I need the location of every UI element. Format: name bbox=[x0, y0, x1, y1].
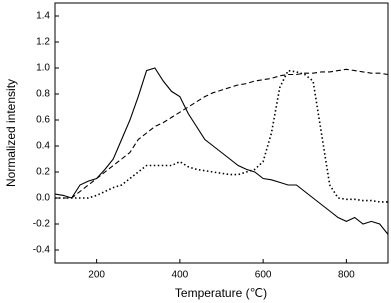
y-tick-label: 0.6 bbox=[36, 115, 50, 126]
y-tick-label: 1.0 bbox=[36, 63, 50, 74]
series-line bbox=[55, 68, 389, 199]
x-tick-label: 400 bbox=[172, 270, 189, 281]
series-line bbox=[55, 69, 388, 203]
y-tick-label: -0.2 bbox=[33, 219, 51, 230]
x-axis-label: Temperature (℃) bbox=[175, 286, 267, 300]
y-tick-label: 0.2 bbox=[36, 167, 50, 178]
x-tick-label: 600 bbox=[255, 270, 272, 281]
plot-frame bbox=[54, 2, 389, 264]
x-tick-label: 200 bbox=[88, 270, 105, 281]
y-axis-label: Normalized intensity bbox=[4, 79, 18, 187]
y-tick-label: 0.4 bbox=[36, 141, 50, 152]
y-tick-label: -0.4 bbox=[33, 245, 51, 256]
y-tick-label: 1.4 bbox=[36, 11, 50, 22]
y-tick-label: 0.8 bbox=[36, 89, 50, 100]
y-tick-label: 0.0 bbox=[36, 193, 50, 204]
y-tick-label: 1.2 bbox=[36, 37, 50, 48]
x-tick-label: 800 bbox=[338, 270, 355, 281]
series-line bbox=[54, 67, 389, 235]
